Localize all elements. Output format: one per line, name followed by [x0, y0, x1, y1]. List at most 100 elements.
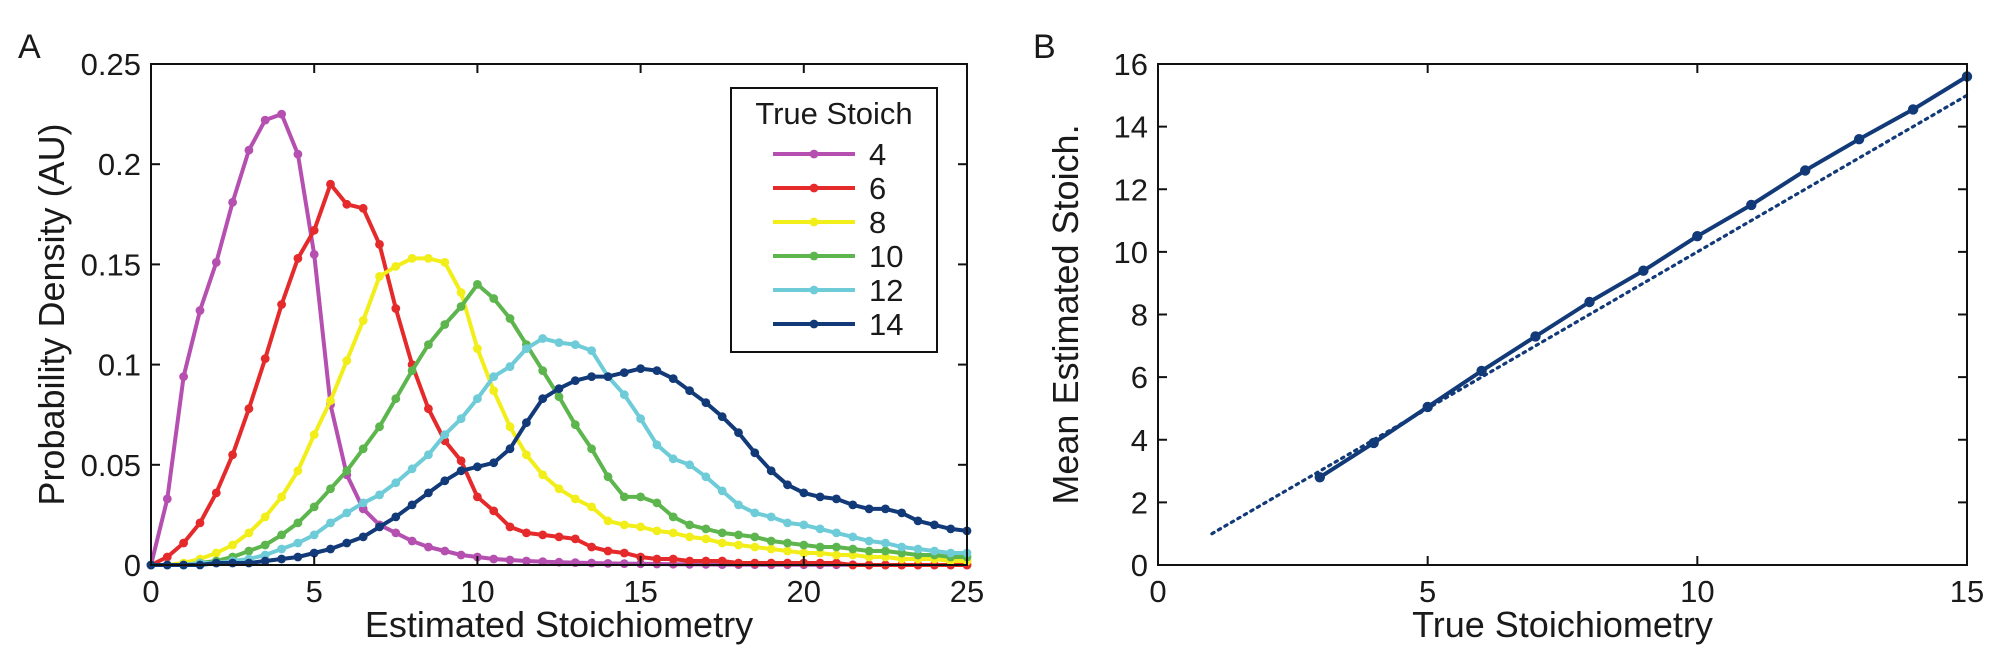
data-point-a-4 — [522, 556, 531, 566]
data-point-a-6 — [277, 300, 286, 309]
data-point-a-12 — [717, 486, 727, 496]
y-tick-label-a: 0.2 — [98, 147, 141, 182]
data-point-a-6 — [522, 528, 531, 538]
data-point-a-10 — [652, 498, 662, 508]
data-point-a-4 — [228, 197, 238, 207]
y-axis-label-a: Probability Density (AU) — [31, 123, 72, 505]
data-point-a-8 — [799, 548, 809, 558]
data-point-a-8 — [424, 254, 433, 263]
data-point-a-6 — [815, 558, 825, 568]
data-point-a-10 — [326, 484, 335, 494]
data-point-a-4 — [179, 372, 189, 381]
data-point-a-6 — [505, 522, 515, 532]
data-point-a-4 — [603, 559, 613, 568]
y-tick-label-a: 0.05 — [81, 448, 141, 483]
data-point-a-14 — [554, 384, 564, 393]
data-point-a-12 — [424, 450, 433, 460]
data-point-a-10 — [293, 518, 303, 528]
data-point-a-6 — [570, 534, 580, 544]
data-point-a-10 — [424, 340, 433, 349]
data-point-a-8 — [489, 386, 499, 396]
data-point-a-12 — [864, 536, 874, 546]
data-point-a-6 — [375, 240, 384, 249]
data-point-a-10 — [848, 544, 858, 554]
x-tick-label-a: 10 — [460, 574, 494, 609]
data-point-a-12 — [832, 528, 841, 538]
data-point-a-14 — [881, 504, 890, 514]
data-point-a-10 — [668, 512, 678, 522]
data-point-a-4 — [162, 494, 172, 504]
data-point-a-6 — [456, 456, 466, 466]
data-point-a-8 — [750, 542, 760, 552]
data-point-a-12 — [815, 524, 825, 534]
panel-label-b: B — [1033, 28, 1056, 66]
data-point-a-4 — [391, 528, 401, 538]
data-point-a-6 — [424, 404, 433, 414]
data-point-a-14 — [685, 386, 694, 396]
data-point-a-14 — [913, 516, 923, 526]
data-point-a-10 — [391, 394, 401, 404]
data-point-a-6 — [832, 558, 841, 568]
x-tick-label-b: 0 — [1149, 574, 1166, 609]
data-point-a-8 — [538, 470, 548, 480]
data-point-a-14 — [309, 548, 319, 558]
data-point-a-14 — [228, 558, 238, 568]
data-point-a-10 — [244, 546, 254, 556]
data-point-a-8 — [570, 494, 580, 504]
data-point-a-4 — [407, 536, 417, 546]
data-point-b-mean-estimate — [1476, 365, 1487, 377]
data-point-b-mean-estimate — [1692, 231, 1703, 242]
data-point-a-8 — [309, 430, 319, 440]
data-point-a-6 — [309, 225, 319, 235]
data-point-a-6 — [211, 488, 221, 498]
data-point-a-8 — [375, 272, 384, 281]
data-point-b-mean-estimate — [1746, 199, 1757, 211]
data-point-a-12 — [766, 512, 776, 522]
data-point-a-8 — [440, 258, 450, 267]
data-point-a-4 — [619, 559, 629, 568]
data-point-a-6 — [293, 254, 303, 263]
data-point-a-14 — [440, 476, 450, 486]
data-point-a-14 — [734, 428, 743, 438]
axes-frame-a — [150, 63, 968, 566]
data-point-a-14 — [505, 444, 515, 454]
legend-marker-14 — [809, 319, 819, 329]
y-tick-label-b: 6 — [1131, 360, 1148, 395]
y-tick-label-b: 14 — [1114, 110, 1148, 145]
y-tick-label-b: 8 — [1131, 298, 1148, 333]
data-point-a-8 — [783, 546, 792, 556]
data-point-a-12 — [930, 546, 939, 556]
data-point-a-6 — [587, 542, 596, 552]
x-tick-label-a: 20 — [787, 574, 821, 609]
data-point-a-14 — [326, 544, 335, 554]
data-point-a-10 — [489, 294, 499, 303]
data-point-a-4 — [505, 555, 515, 565]
data-point-a-12 — [652, 440, 662, 450]
y-tick-label-b: 12 — [1114, 172, 1148, 207]
series-line-a-12 — [149, 336, 969, 567]
data-point-a-6 — [326, 179, 335, 189]
x-tick-label-a: 15 — [623, 574, 657, 609]
data-point-a-10 — [603, 472, 613, 482]
y-tick-label-a: 0 — [124, 548, 141, 583]
data-point-a-10 — [619, 492, 629, 502]
data-point-a-12 — [799, 520, 809, 530]
data-point-a-12 — [293, 538, 303, 548]
data-point-a-10 — [701, 524, 711, 534]
data-point-a-14 — [244, 558, 254, 568]
legend-marker-8 — [809, 217, 819, 227]
data-point-a-8 — [619, 520, 629, 530]
y-tick-label-a: 0.15 — [81, 247, 141, 282]
data-point-a-12 — [783, 518, 792, 528]
data-point-a-14 — [701, 398, 711, 408]
data-point-a-10 — [277, 530, 286, 540]
data-point-a-8 — [717, 538, 727, 548]
y-axis-label-b: Mean Estimated Stoich. — [1045, 124, 1086, 504]
data-point-a-14 — [538, 394, 548, 404]
data-point-a-12 — [342, 508, 352, 518]
data-point-a-10 — [554, 392, 564, 402]
y-tick-label-b: 4 — [1131, 423, 1148, 458]
data-point-a-4 — [456, 550, 466, 560]
data-point-a-6 — [391, 304, 401, 313]
